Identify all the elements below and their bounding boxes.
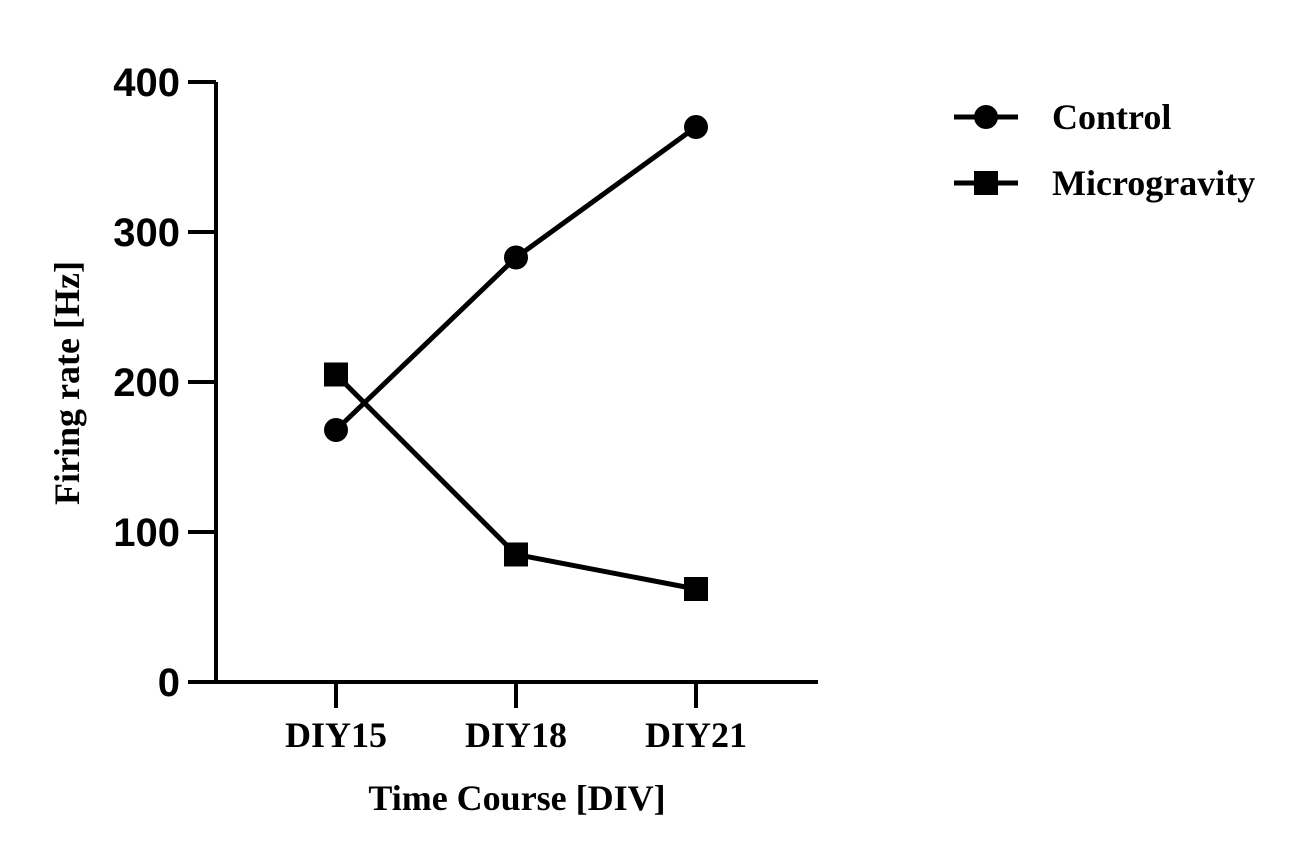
data-point-square	[684, 577, 708, 601]
series-layer	[324, 115, 708, 601]
y-tick-label: 100	[113, 511, 180, 555]
y-tick-label: 400	[113, 61, 180, 105]
series-control	[324, 115, 708, 442]
legend-marker-square	[974, 171, 998, 195]
data-point-square	[504, 542, 528, 567]
x-tick-label: DIY18	[465, 715, 567, 755]
legend-label: Control	[1052, 97, 1171, 137]
y-tick-label: 200	[113, 361, 180, 405]
legend-item: Control	[954, 97, 1171, 137]
axes	[214, 82, 818, 684]
x-axis-title: Time Course [DIV]	[368, 778, 665, 818]
legend: Control Microgravity	[954, 97, 1255, 203]
y-tick-label: 300	[113, 211, 180, 255]
data-point-square	[324, 362, 348, 387]
y-axis-title: Firing rate [Hz]	[47, 261, 87, 505]
data-point-circle	[324, 418, 348, 442]
legend-label: Microgravity	[1052, 163, 1255, 203]
y-tick-label: 0	[158, 661, 180, 705]
data-point-circle	[504, 245, 528, 270]
series-line	[334, 124, 698, 432]
x-ticks: DIY15 DIY18 DIY21	[285, 682, 747, 755]
legend-item: Microgravity	[954, 163, 1255, 203]
x-tick-label: DIY15	[285, 715, 387, 755]
y-ticks: 0 100 200 300 400	[113, 61, 216, 705]
data-point-circle	[684, 115, 708, 139]
legend-marker-circle	[974, 105, 998, 129]
series-microgravity	[324, 362, 708, 601]
x-tick-label: DIY21	[645, 715, 747, 755]
